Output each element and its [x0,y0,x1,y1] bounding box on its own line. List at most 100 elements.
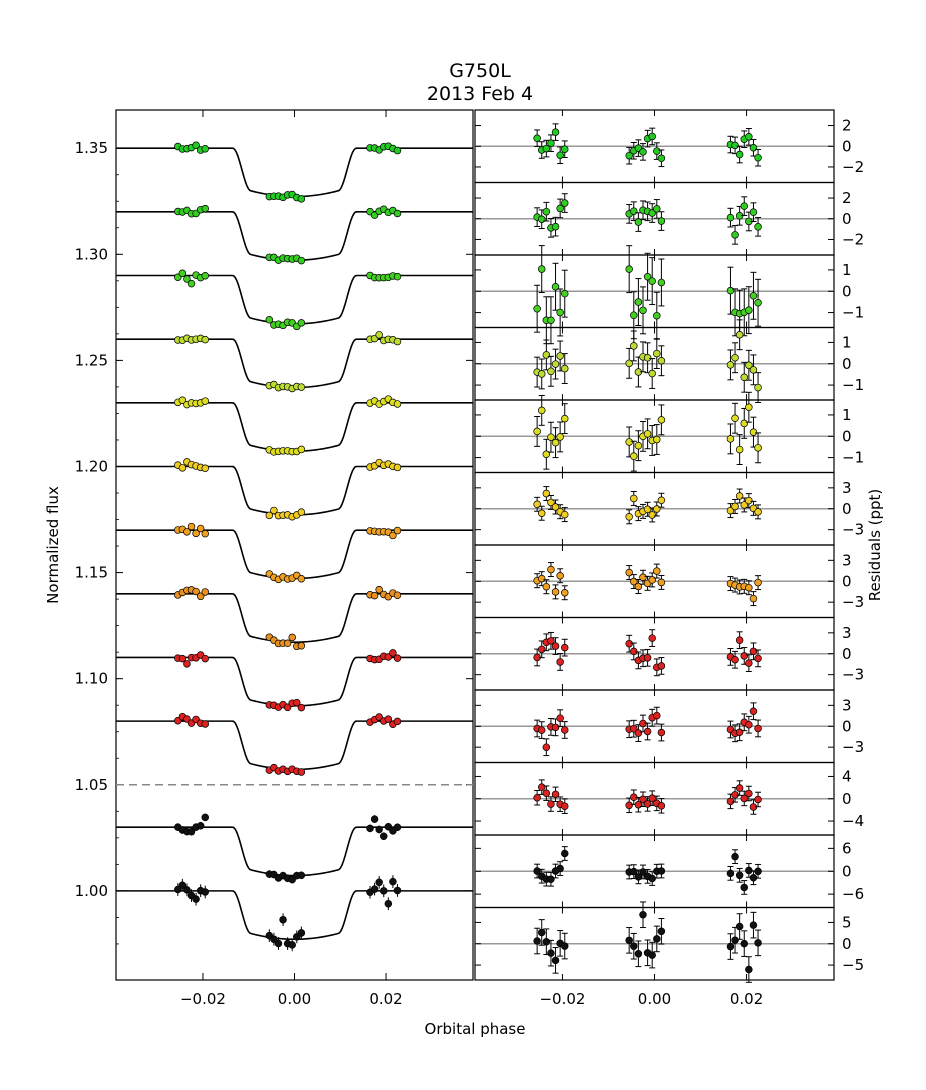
data-point [178,396,187,405]
residual-point [735,445,744,454]
light-curve-series [116,395,473,456]
data-point [375,878,383,887]
residual-point [643,800,652,808]
data-point [393,146,402,155]
residual-point [560,364,569,373]
residual-point [643,505,652,514]
residual-panel: 3 0 −3 [474,544,864,619]
transit-model-line [116,211,473,262]
residual-point [537,928,546,937]
data-point [187,827,196,836]
residual-tick-label: −3 [842,738,864,756]
x-axis-label: Orbital phase [425,1020,526,1038]
residual-tick-label: 0 [842,790,852,808]
residual-point [726,435,735,443]
residual-point [625,936,633,945]
residual-point [745,133,753,141]
data-point [274,939,283,948]
data-point [393,886,402,895]
data-point [393,823,402,832]
residual-point [740,794,748,803]
light-curves-frame [115,109,474,981]
residual-point [754,578,762,587]
residual-point [560,289,569,298]
residual-point [547,875,555,884]
residual-point [547,949,555,957]
residual-tick-label: 0 [842,572,852,590]
residual-point [556,204,564,213]
light-curve-series [116,204,473,265]
residual-point [754,867,762,876]
data-point [393,591,402,599]
residual-tick-label: 4 [842,767,852,785]
residual-point [735,728,744,736]
residual-tick-label: 0 [842,862,852,880]
residual-tick-label: −2 [842,158,864,176]
residual-tick-label: 3 [842,624,852,642]
residual-point [653,205,661,213]
residual-point [542,789,551,797]
residual-point [745,789,753,798]
residual-point [542,351,551,359]
residual-point [625,265,633,273]
residual-point [533,427,541,436]
residual-tick-label: 0 [842,355,852,373]
residual-point [537,645,546,654]
residual-point [537,406,546,415]
residual-point [745,306,753,314]
data-point [288,633,296,642]
residual-point [551,642,560,650]
residual-point [749,594,758,603]
y-tick-label: 1.20 [75,457,108,475]
residual-point [749,208,758,216]
residual-point [630,647,638,656]
residual-point [749,143,758,152]
light-curve-series [116,712,473,776]
residual-tick-label: −3 [842,666,864,684]
residual-point [731,414,739,423]
residual-point [547,565,555,574]
residual-point [551,503,560,511]
data-point [297,703,306,712]
light-curve-series [116,522,473,584]
data-point [196,524,205,533]
residual-point [657,802,666,810]
data-point [384,715,393,723]
residual-tick-label: 0 [842,935,852,953]
residual-point [749,428,758,436]
residual-x-tick-label: 0.02 [730,990,763,1008]
residual-point [749,366,758,374]
residual-point [542,144,551,153]
residual-point [648,369,656,378]
residual-point [653,311,661,320]
data-point [393,654,402,662]
data-point [270,935,278,943]
residual-point [745,720,753,729]
residual-point [630,207,638,215]
residual-point [735,784,744,792]
transit-model-line [116,890,473,941]
residual-point [745,659,753,667]
residual-tick-label: −2 [842,230,864,248]
residual-point [556,352,564,360]
residual-point [533,937,541,945]
residual-point [735,331,744,339]
residual-point [657,496,666,505]
residual-point [731,353,739,362]
transit-model-line [116,826,473,877]
residual-point [745,403,753,412]
residual-point [749,647,758,656]
residual-point [643,654,652,662]
transit-model-line [116,274,473,325]
residual-point [547,316,555,325]
residual-point [657,662,666,670]
residual-tick-label: 3 [842,551,852,569]
residual-point [726,797,735,806]
residual-point [754,508,762,516]
transit-model-line [116,338,473,389]
data-point [201,204,210,213]
residual-point [551,282,560,291]
residual-point [630,724,638,733]
data-point [192,141,200,150]
y-axis-label-right: Residuals (ppt) [866,489,884,602]
